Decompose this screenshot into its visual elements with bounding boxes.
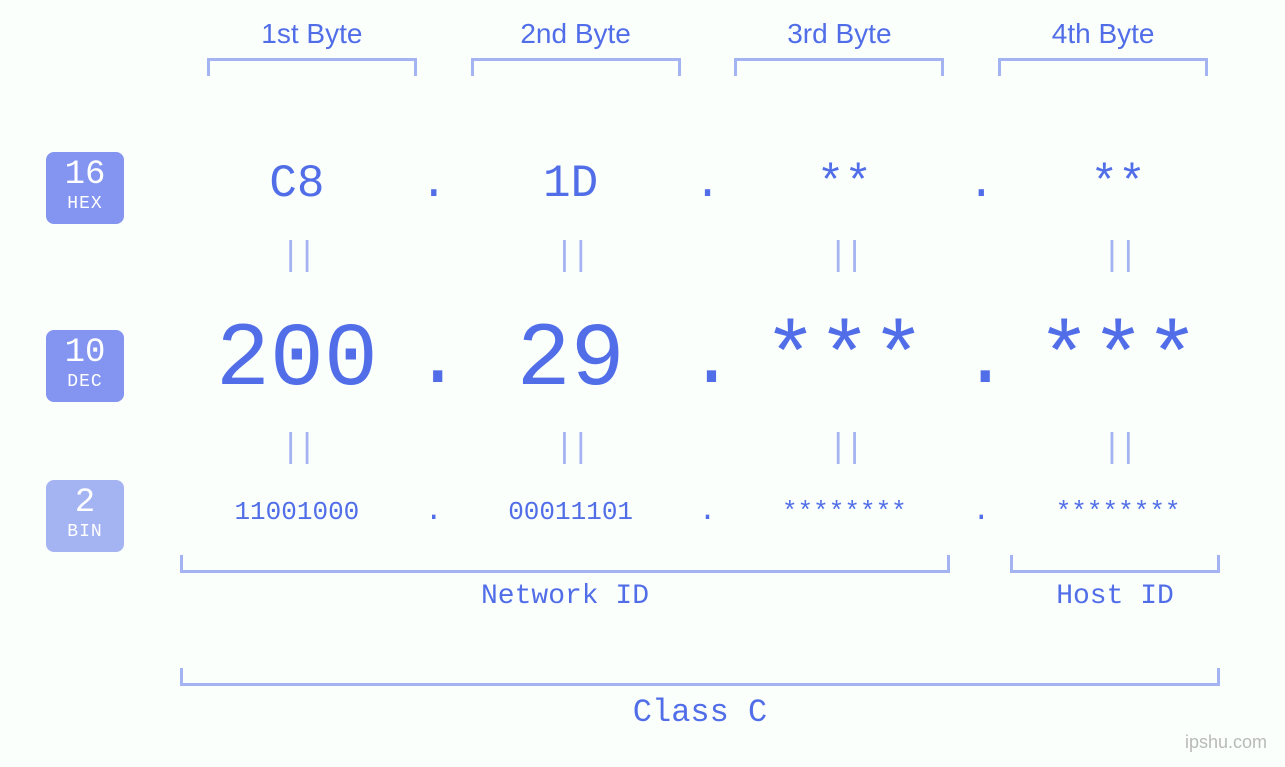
hex-byte-2: 1D xyxy=(454,158,688,210)
byte-label-1: 1st Byte xyxy=(180,18,444,50)
eq-1-3: || xyxy=(728,238,962,276)
bin-dot-3: . xyxy=(961,495,1001,529)
byte-bracket-4 xyxy=(998,58,1208,76)
dec-byte-2: 29 xyxy=(454,310,688,412)
dec-badge-num: 10 xyxy=(46,336,124,370)
equals-row-1: || || || || xyxy=(180,238,1235,276)
hex-byte-4: ** xyxy=(1001,158,1235,210)
host-bracket xyxy=(1010,555,1220,573)
byte-header-3: 3rd Byte xyxy=(708,18,972,76)
dec-row: 200 . 29 . *** . *** xyxy=(180,310,1235,412)
byte-bracket-3 xyxy=(734,58,944,76)
byte-bracket-2 xyxy=(471,58,681,76)
eq-2-1: || xyxy=(180,430,414,468)
network-host-brackets: Network ID Host ID xyxy=(180,555,1235,625)
eq-1-1: || xyxy=(180,238,414,276)
dec-dot-1: . xyxy=(414,316,454,407)
bin-byte-1: 11001000 xyxy=(180,497,414,527)
eq-1-4: || xyxy=(1001,238,1235,276)
bin-badge-num: 2 xyxy=(46,486,124,520)
class-label: Class C xyxy=(180,694,1220,731)
bin-badge: 2 BIN xyxy=(46,480,124,552)
byte-label-3: 3rd Byte xyxy=(708,18,972,50)
eq-2-3: || xyxy=(728,430,962,468)
bin-badge-label: BIN xyxy=(46,522,124,544)
bin-byte-3: ******** xyxy=(728,497,962,527)
eq-1-2: || xyxy=(454,238,688,276)
class-bracket-row: Class C xyxy=(180,668,1235,738)
byte-header-2: 2nd Byte xyxy=(444,18,708,76)
byte-bracket-1 xyxy=(207,58,417,76)
class-bracket xyxy=(180,668,1220,686)
bin-byte-2: 00011101 xyxy=(454,497,688,527)
hex-badge-label: HEX xyxy=(46,194,124,216)
hex-dot-2: . xyxy=(688,158,728,210)
ip-class-diagram: 16 HEX 10 DEC 2 BIN 1st Byte 2nd Byte 3r… xyxy=(0,0,1285,767)
bin-row: 11001000 . 00011101 . ******** . *******… xyxy=(180,495,1235,529)
dec-byte-3: *** xyxy=(728,310,962,412)
dec-badge-label: DEC xyxy=(46,372,124,394)
byte-header-4: 4th Byte xyxy=(971,18,1235,76)
hex-byte-3: ** xyxy=(728,158,962,210)
hex-badge-num: 16 xyxy=(46,158,124,192)
byte-header-1: 1st Byte xyxy=(180,18,444,76)
watermark: ipshu.com xyxy=(1185,732,1267,753)
eq-2-2: || xyxy=(454,430,688,468)
hex-dot-3: . xyxy=(961,158,1001,210)
host-label: Host ID xyxy=(1010,581,1220,612)
hex-badge: 16 HEX xyxy=(46,152,124,224)
bin-dot-2: . xyxy=(688,495,728,529)
dec-dot-3: . xyxy=(961,316,1001,407)
equals-row-2: || || || || xyxy=(180,430,1235,468)
hex-byte-1: C8 xyxy=(180,158,414,210)
byte-headers-row: 1st Byte 2nd Byte 3rd Byte 4th Byte xyxy=(180,18,1235,76)
network-label: Network ID xyxy=(180,581,950,612)
eq-2-4: || xyxy=(1001,430,1235,468)
byte-label-2: 2nd Byte xyxy=(444,18,708,50)
hex-row: C8 . 1D . ** . ** xyxy=(180,158,1235,210)
network-bracket xyxy=(180,555,950,573)
dec-dot-2: . xyxy=(688,316,728,407)
dec-byte-1: 200 xyxy=(180,310,414,412)
byte-label-4: 4th Byte xyxy=(971,18,1235,50)
bin-dot-1: . xyxy=(414,495,454,529)
dec-badge: 10 DEC xyxy=(46,330,124,402)
bin-byte-4: ******** xyxy=(1001,497,1235,527)
dec-byte-4: *** xyxy=(1001,310,1235,412)
hex-dot-1: . xyxy=(414,158,454,210)
